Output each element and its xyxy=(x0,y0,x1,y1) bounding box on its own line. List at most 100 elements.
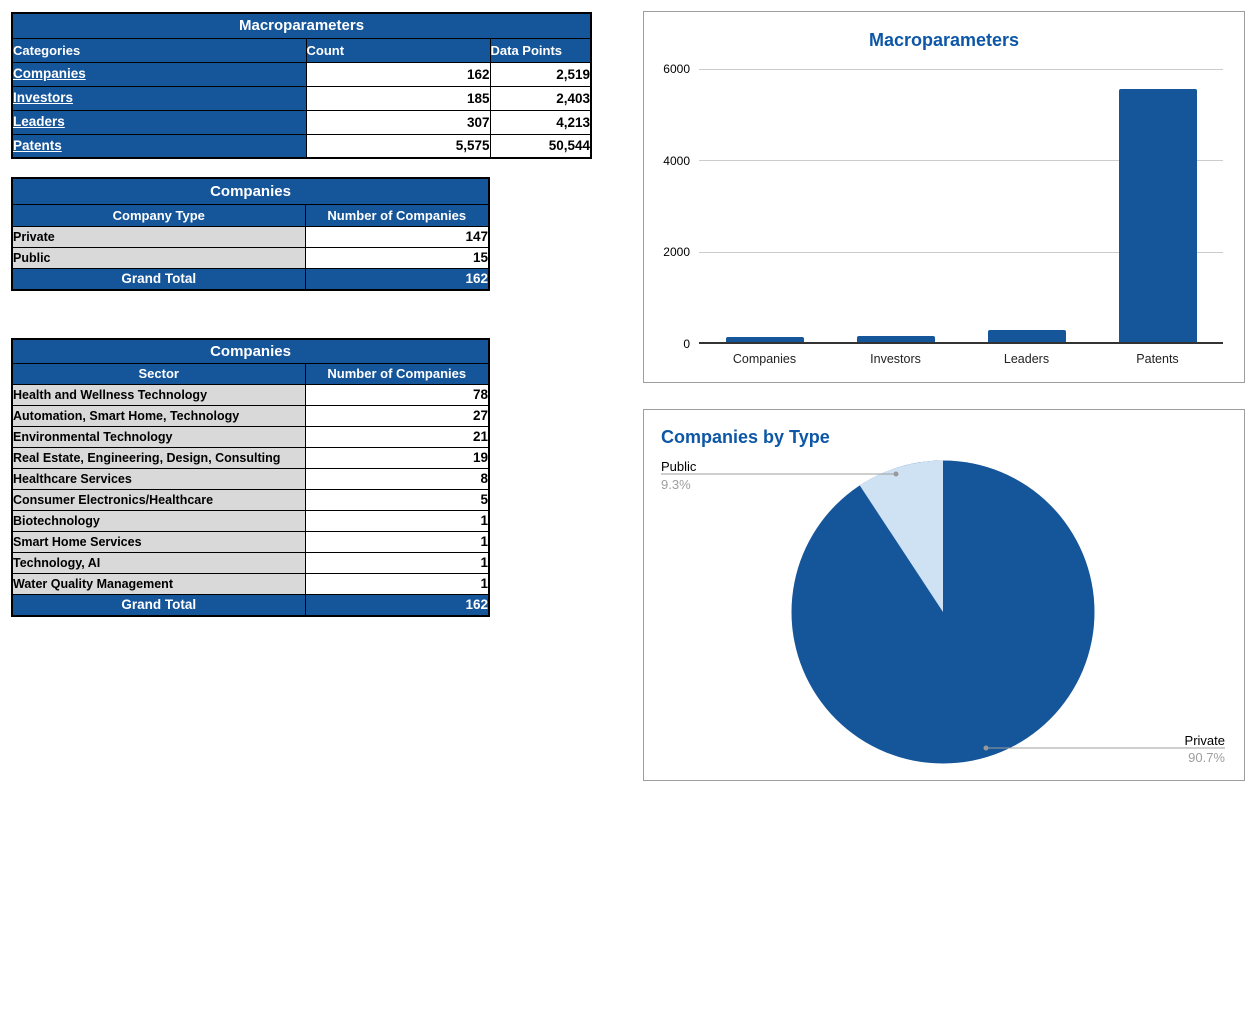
x-label-companies: Companies xyxy=(732,352,797,366)
companies-type-title: Companies xyxy=(11,177,490,205)
table-row: Smart Home Services 1 xyxy=(11,530,490,553)
category-cell: Patents xyxy=(11,133,307,159)
table-title-row: Companies xyxy=(11,177,490,205)
grand-total-label: Grand Total xyxy=(11,593,306,617)
count-cell: 307 xyxy=(305,109,491,135)
grand-total-row: Grand Total 162 xyxy=(11,593,490,617)
leaders-link[interactable]: Leaders xyxy=(13,114,65,129)
table-title-row: Macroparameters xyxy=(11,12,592,39)
bar-slot xyxy=(961,69,1092,344)
table-row: Patents 5,575 50,544 xyxy=(11,133,592,159)
x-axis-labels: Companies Investors Leaders Patents xyxy=(699,352,1223,366)
gridline xyxy=(699,252,1223,253)
sector-value-cell: 1 xyxy=(304,509,490,532)
table-row: Leaders 307 4,213 xyxy=(11,109,592,135)
bar-chart-panel: Macroparameters 6000 4000 2000 0 Compani… xyxy=(643,11,1245,383)
bar-chart-plot-area xyxy=(699,69,1223,344)
pie-chart xyxy=(661,460,1225,764)
investors-link[interactable]: Investors xyxy=(13,90,74,105)
table-row: Public 15 xyxy=(11,246,490,269)
count-cell: 162 xyxy=(305,61,491,87)
patents-link[interactable]: Patents xyxy=(13,137,62,153)
sector-value-cell: 78 xyxy=(304,383,490,406)
gridline xyxy=(699,69,1223,70)
public-callout-dot xyxy=(893,471,899,477)
category-cell: Investors xyxy=(11,85,307,111)
sector-label-cell: Healthcare Services xyxy=(11,467,306,490)
sector-label-cell: Environmental Technology xyxy=(11,425,306,448)
sector-value-cell: 8 xyxy=(304,467,490,490)
sector-value-cell: 19 xyxy=(304,446,490,469)
col-sector: Sector xyxy=(11,362,306,385)
pie-chart-panel: Companies by Type Public 9.3% Private 90… xyxy=(643,409,1245,781)
y-tick-4000: 4000 xyxy=(663,154,690,168)
macroparameters-title: Macroparameters xyxy=(11,12,592,39)
table-header-row: Categories Count Data Points xyxy=(11,37,592,63)
x-label-leaders: Leaders xyxy=(1003,352,1050,366)
count-cell: 5,575 xyxy=(305,133,491,159)
table-row: Healthcare Services 8 xyxy=(11,467,490,490)
grand-total-value: 162 xyxy=(304,267,490,291)
table-row: Companies 162 2,519 xyxy=(11,61,592,87)
sector-value-cell: 21 xyxy=(304,425,490,448)
companies-link[interactable]: Companies xyxy=(13,66,86,81)
col-number-of-companies: Number of Companies xyxy=(304,362,490,385)
bar-chart-title: Macroparameters xyxy=(868,30,1020,50)
table-row: Consumer Electronics/Healthcare 5 xyxy=(11,488,490,511)
grand-total-value: 162 xyxy=(304,593,490,617)
table-row: Water Quality Management 1 xyxy=(11,572,490,595)
companies-by-sector-table: Companies Sector Number of Companies Hea… xyxy=(11,338,491,617)
data-points-cell: 2,519 xyxy=(489,61,592,87)
table-row: Health and Wellness Technology 78 xyxy=(11,383,490,406)
bar-slot xyxy=(699,69,830,344)
macroparameters-table: Macroparameters Categories Count Data Po… xyxy=(11,12,593,159)
table-header-row: Sector Number of Companies xyxy=(11,362,490,385)
y-tick-6000: 6000 xyxy=(663,62,690,76)
data-points-cell: 2,403 xyxy=(489,85,592,111)
table-title-row: Companies xyxy=(11,338,490,364)
sector-value-cell: 27 xyxy=(304,404,490,427)
bar-slot xyxy=(830,69,961,344)
public-slice-label: Public xyxy=(661,459,697,474)
col-categories: Categories xyxy=(11,37,307,63)
bar-investors xyxy=(856,335,935,344)
sector-value-cell: 1 xyxy=(304,572,490,595)
x-label-investors: Investors xyxy=(870,352,921,366)
grand-total-row: Grand Total 162 xyxy=(11,267,490,291)
col-company-type: Company Type xyxy=(11,203,306,227)
sector-label-cell: Smart Home Services xyxy=(11,530,306,553)
col-count: Count xyxy=(305,37,491,63)
type-label-cell: Public xyxy=(11,246,306,269)
table-row: Biotechnology 1 xyxy=(11,509,490,532)
table-row: Private 147 xyxy=(11,225,490,248)
col-data-points: Data Points xyxy=(489,37,592,63)
gridline xyxy=(699,160,1223,161)
type-value-cell: 15 xyxy=(304,246,490,269)
type-label-cell: Private xyxy=(11,225,306,248)
bar-leaders xyxy=(987,329,1066,344)
table-header-row: Company Type Number of Companies xyxy=(11,203,490,227)
table-row: Real Estate, Engineering, Design, Consul… xyxy=(11,446,490,469)
sector-label-cell: Biotechnology xyxy=(11,509,306,532)
public-slice-percent: 9.3% xyxy=(661,477,691,492)
sector-label-cell: Consumer Electronics/Healthcare xyxy=(11,488,306,511)
y-tick-2000: 2000 xyxy=(663,245,690,259)
pie-slice-public xyxy=(859,460,943,612)
sector-value-cell: 1 xyxy=(304,551,490,574)
table-row: Automation, Smart Home, Technology 27 xyxy=(11,404,490,427)
private-slice-label: Private xyxy=(1184,733,1225,748)
type-value-cell: 147 xyxy=(304,225,490,248)
companies-sector-title: Companies xyxy=(11,338,490,364)
private-slice-percent: 90.7% xyxy=(1188,750,1225,765)
data-points-cell: 50,544 xyxy=(489,133,592,159)
table-row: Environmental Technology 21 xyxy=(11,425,490,448)
bar-patents xyxy=(1118,88,1197,344)
x-axis-line xyxy=(699,342,1223,344)
grand-total-label: Grand Total xyxy=(11,267,306,291)
companies-by-type-table: Companies Company Type Number of Compani… xyxy=(11,177,491,291)
pie-chart-title: Companies by Type xyxy=(661,427,830,447)
bar-series xyxy=(699,69,1223,344)
x-label-patents: Patents xyxy=(1136,352,1179,366)
sector-label-cell: Real Estate, Engineering, Design, Consul… xyxy=(11,446,306,469)
private-callout-dot xyxy=(983,745,989,751)
